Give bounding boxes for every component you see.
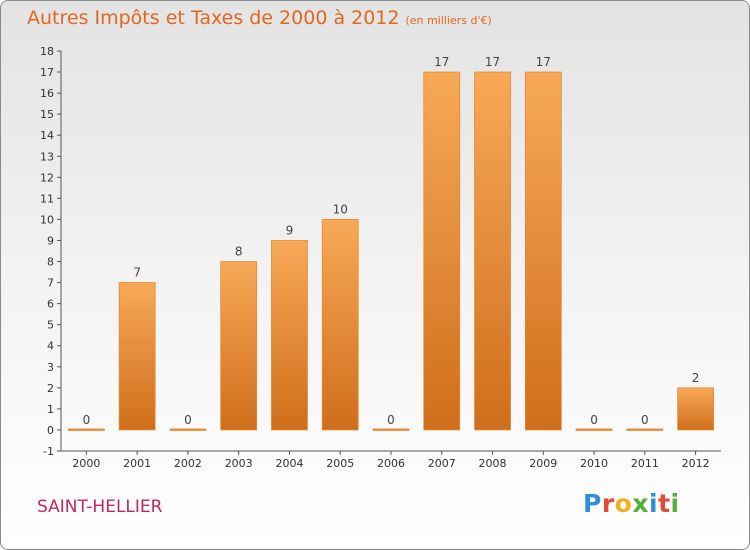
x-tick-label-2005: 2005 [326,457,354,470]
chart-title-main: Autres Impôts et Taxes de 2000 à 2012 [27,7,400,29]
y-tick-label: 18 [40,45,54,58]
place-name: SAINT-HELLIER [37,497,163,517]
y-tick-label: 12 [40,171,54,184]
data-label-2002: 0 [184,413,192,427]
bar-2005 [321,219,359,431]
x-tick-label-2000: 2000 [72,457,100,470]
data-label-2008: 17 [485,55,500,69]
bar-2007 [423,71,461,431]
x-tick-label-2004: 2004 [275,457,303,470]
y-tick-label: 16 [40,87,54,100]
y-tick-label: 10 [40,213,54,226]
data-label-2006: 0 [387,413,395,427]
bar-2003 [220,261,258,431]
y-tick-label: -1 [43,445,54,458]
x-tick-label-2007: 2007 [428,457,456,470]
bar-2000 [67,428,105,431]
data-label-2001: 7 [133,266,141,280]
y-tick-label: 2 [47,382,54,395]
data-label-2005: 10 [333,202,348,216]
x-tick-label-2008: 2008 [479,457,507,470]
x-tick-label-2006: 2006 [377,457,405,470]
chart-title: Autres Impôts et Taxes de 2000 à 2012 (en… [27,7,492,29]
brand-letter: i [649,489,659,518]
x-tick-label-2003: 2003 [225,457,253,470]
y-tick-label: 11 [40,192,54,205]
y-tick-label: 15 [40,108,54,121]
bar-2012 [677,387,715,431]
y-tick-label: 6 [47,298,54,311]
y-tick-label: 0 [47,424,54,437]
x-tick-label-2012: 2012 [682,457,710,470]
bar-2008 [474,71,511,431]
chart-title-unit: (en milliers d'€) [405,14,492,27]
bar-2011 [626,428,664,431]
brand-logo: Proxiti [583,489,680,518]
data-label-2004: 9 [286,223,294,237]
bar-2002 [169,428,207,431]
data-label-2000: 0 [83,413,91,427]
brand-letter: t [658,489,671,518]
bar-2009 [524,71,562,431]
bar-2001 [118,282,156,431]
y-tick-label: 3 [47,361,54,374]
brand-letter: P [583,489,602,518]
data-label-2009: 17 [536,55,551,69]
brand-letter: i [670,489,680,518]
data-label-2003: 8 [235,245,243,259]
x-tick-label-2009: 2009 [529,457,557,470]
y-tick-label: 1 [47,403,54,416]
y-tick-label: 4 [47,340,54,353]
y-tick-label: 14 [40,129,54,142]
y-tick-label: 9 [47,234,54,247]
y-tick-label: 8 [47,256,54,269]
data-label-2012: 2 [692,371,700,385]
data-label-2011: 0 [641,413,649,427]
brand-letter: x [632,489,649,518]
bar-2004 [271,240,308,431]
bar-2010 [575,428,613,431]
brand-letter: o [614,489,633,518]
y-tick-label: 17 [40,66,54,79]
x-tick-label-2002: 2002 [174,457,202,470]
data-label-2010: 0 [590,413,598,427]
y-tick-label: 7 [47,277,54,290]
x-tick-label-2010: 2010 [580,457,608,470]
y-tick-label: 5 [47,319,54,332]
x-tick-label-2001: 2001 [123,457,151,470]
y-tick-label: 13 [40,150,54,163]
brand-letter: r [601,489,615,518]
x-tick-label-2011: 2011 [631,457,659,470]
bar-2006 [372,428,410,431]
data-label-2007: 17 [434,55,449,69]
